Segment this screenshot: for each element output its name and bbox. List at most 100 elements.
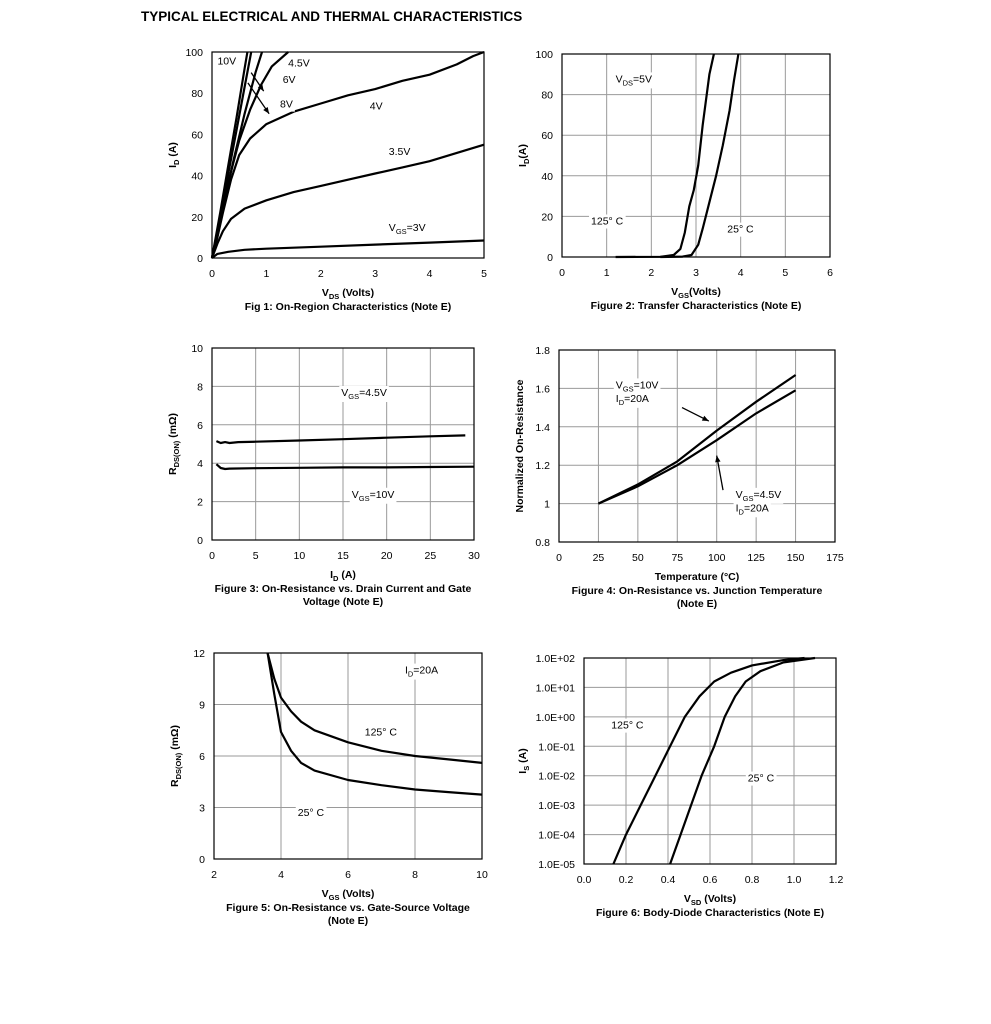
y-tick-label: 12 bbox=[193, 648, 205, 660]
y-tick-label: 20 bbox=[191, 212, 203, 224]
y-tick-label: 10 bbox=[191, 343, 203, 355]
series-line bbox=[211, 239, 485, 259]
annotation-background bbox=[386, 145, 413, 159]
y-tick-label: 0 bbox=[197, 535, 203, 547]
y-tick-label: 80 bbox=[541, 90, 553, 102]
figure-caption: Figure 6: Body-Diode Characteristics (No… bbox=[596, 907, 824, 919]
x-axis-label: VDS (Volts) bbox=[322, 287, 374, 301]
y-axis-label: Normalized On-Resistance bbox=[514, 379, 526, 512]
annotation-label: VDS=5V bbox=[616, 73, 652, 87]
annotation-label: VGS=10V bbox=[352, 489, 395, 503]
annotation-background bbox=[609, 718, 646, 733]
y-tick-label: 9 bbox=[199, 700, 205, 712]
annotation-background bbox=[367, 99, 385, 114]
annotation-background bbox=[215, 54, 239, 69]
figure-caption: Figure 5: On-Resistance vs. Gate-Source … bbox=[226, 902, 470, 914]
y-tick-label: 1.2 bbox=[535, 460, 550, 472]
x-tick-label: 0.2 bbox=[619, 874, 634, 886]
annotation-label: VGS=3V bbox=[389, 222, 426, 236]
series-line bbox=[660, 53, 740, 259]
annotation-background bbox=[278, 97, 295, 112]
annotation-background bbox=[339, 386, 389, 402]
grid-lines bbox=[211, 347, 475, 541]
figure-3-rds-vs-id-chart: 0 5 10 15 20 25 30 0 2 4 6 8 10 VGS=4.5V VGS=10V ID (A)… bbox=[167, 343, 480, 608]
x-tick-label: 0 bbox=[209, 550, 215, 562]
series-line bbox=[215, 434, 466, 445]
annotation-label: 4.5V bbox=[288, 57, 310, 69]
x-tick-label: 10 bbox=[476, 869, 488, 881]
series-line bbox=[210, 50, 485, 259]
y-tick-label: 1.0E+00 bbox=[536, 712, 576, 724]
y-axis-label: RDS(ON) (mΩ) bbox=[169, 725, 183, 787]
x-tick-label: 10 bbox=[293, 550, 305, 562]
figure-6-body-diode-chart: 0.0 0.2 0.4 0.6 0.8 1.0 1.2 1.0E-05 1.0E-04 1.0E-… bbox=[517, 653, 844, 919]
y-tick-label: 1.0E-05 bbox=[538, 859, 575, 871]
x-axis-label: VGS(Volts) bbox=[671, 286, 721, 300]
arrow-head bbox=[263, 106, 270, 114]
annotation-background bbox=[286, 56, 312, 71]
annotation-background bbox=[725, 222, 757, 237]
x-tick-label: 2 bbox=[648, 267, 654, 279]
y-tick-label: 8 bbox=[197, 381, 203, 393]
arrow-head bbox=[257, 84, 264, 92]
x-tick-label: 75 bbox=[671, 552, 683, 564]
y-tick-label: 1.8 bbox=[535, 345, 550, 357]
figure-caption: Figure 4: On-Resistance vs. Junction Tem… bbox=[572, 585, 823, 597]
x-axis-label: VSD (Volts) bbox=[684, 893, 736, 907]
series-line bbox=[597, 389, 797, 505]
x-tick-label: 0 bbox=[209, 268, 215, 280]
series-line bbox=[210, 143, 485, 259]
annotation-background bbox=[386, 221, 428, 238]
series-line bbox=[215, 463, 475, 471]
y-tick-label: 6 bbox=[197, 420, 203, 432]
y-tick-label: 2 bbox=[197, 497, 203, 509]
figure-4-rds-vs-temp-chart: 0 25 50 75 100 125 150 175 0.8 1 1.2 1.4 1.6 1.8 VGS=1… bbox=[514, 345, 844, 610]
x-tick-label: 20 bbox=[381, 550, 393, 562]
y-axis-label: ID(A) bbox=[517, 144, 531, 167]
annotation-background bbox=[733, 501, 771, 518]
series-line bbox=[612, 656, 805, 865]
x-tick-label: 1 bbox=[604, 267, 610, 279]
x-tick-label: 2 bbox=[318, 268, 324, 280]
y-axis-label: ID (A) bbox=[167, 142, 181, 168]
x-tick-label: 5 bbox=[253, 550, 259, 562]
annotation-label: 25° C bbox=[298, 807, 325, 819]
series-line bbox=[266, 652, 483, 764]
y-tick-label: 1.0E+02 bbox=[536, 653, 576, 665]
annotation-label: 25° C bbox=[748, 773, 775, 785]
plot-frame bbox=[211, 347, 475, 541]
series-line bbox=[266, 652, 483, 796]
y-tick-label: 1.0E-03 bbox=[538, 800, 575, 812]
y-tick-label: 1.0E-04 bbox=[538, 830, 575, 842]
annotation-background bbox=[362, 725, 400, 740]
y-tick-label: 0 bbox=[197, 253, 203, 265]
figure-1-on-region-chart: 0 1 2 3 4 5 0 20 40 60 80 100 10V 4.5V 6V 8V 4V 3.5V VGS=3… bbox=[167, 47, 487, 313]
y-tick-label: 6 bbox=[199, 751, 205, 763]
arrow-head bbox=[715, 455, 721, 463]
annotation-label: 8V bbox=[280, 99, 293, 111]
annotation-label: 125° C bbox=[591, 216, 624, 228]
x-tick-label: 5 bbox=[481, 268, 487, 280]
y-tick-label: 40 bbox=[541, 171, 553, 183]
annotation-background bbox=[295, 806, 327, 821]
figure-caption: Figure 3: On-Resistance vs. Drain Curren… bbox=[215, 583, 472, 595]
y-tick-label: 4 bbox=[197, 458, 203, 470]
x-tick-label: 3 bbox=[372, 268, 378, 280]
y-tick-label: 20 bbox=[541, 211, 553, 223]
plot-frame bbox=[583, 657, 837, 865]
page-title: TYPICAL ELECTRICAL AND THERMAL CHARACTER… bbox=[141, 9, 523, 24]
annotation-background bbox=[613, 391, 651, 408]
y-tick-label: 100 bbox=[185, 47, 203, 59]
x-tick-label: 1.2 bbox=[829, 874, 844, 886]
x-tick-label: 30 bbox=[468, 550, 480, 562]
annotation-background bbox=[613, 72, 655, 89]
grid-lines bbox=[213, 652, 483, 860]
annotation-label: 10V bbox=[217, 55, 236, 67]
x-tick-label: 6 bbox=[345, 869, 351, 881]
figure-caption: Voltage (Note E) bbox=[303, 596, 383, 608]
y-tick-label: 3 bbox=[199, 803, 205, 815]
annotation-label: 4V bbox=[370, 101, 383, 113]
x-tick-label: 4 bbox=[278, 869, 284, 881]
annotation-label: ID=20A bbox=[405, 665, 438, 679]
